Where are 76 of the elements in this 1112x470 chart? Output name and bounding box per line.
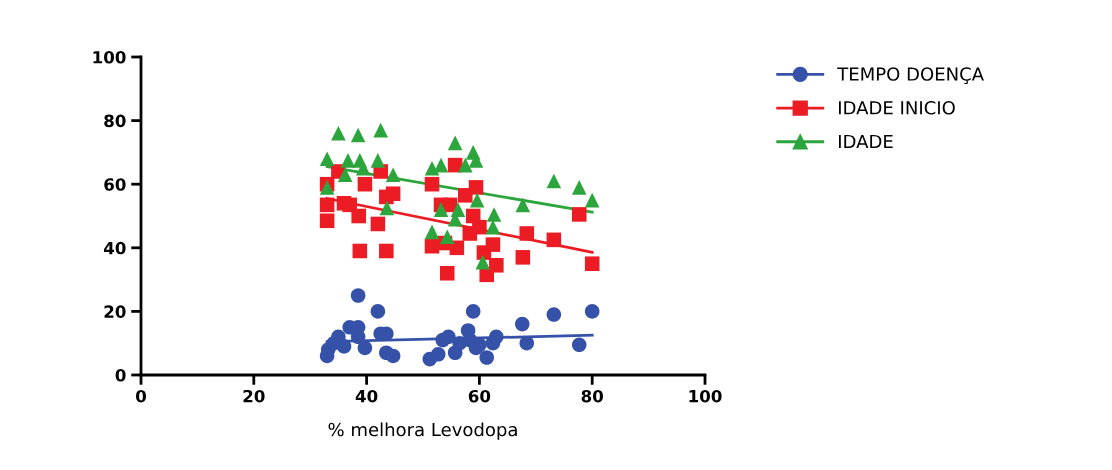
point [357, 176, 373, 192]
point [433, 202, 449, 217]
legend-label: IDADE [839, 134, 893, 149]
point [458, 157, 473, 173]
point [350, 288, 366, 303]
point [370, 216, 386, 232]
point [546, 232, 562, 248]
point [479, 350, 495, 365]
point [342, 197, 357, 213]
point [379, 243, 394, 259]
point [486, 207, 502, 222]
point [468, 180, 484, 195]
point [319, 213, 335, 229]
point [385, 167, 401, 182]
point [355, 161, 371, 176]
point [433, 157, 449, 173]
point [351, 208, 366, 224]
point [472, 219, 487, 235]
point [469, 192, 485, 208]
legend-label: TEMPO DOENÇA [837, 67, 984, 85]
x-tick-label: 80 [581, 389, 603, 403]
point [370, 304, 386, 319]
point [424, 224, 440, 240]
point [475, 254, 491, 270]
point [546, 307, 562, 322]
point [584, 304, 600, 319]
point [447, 135, 463, 151]
point [546, 173, 562, 189]
point [571, 207, 587, 222]
point [319, 197, 335, 213]
point [373, 122, 388, 138]
point [489, 258, 504, 273]
point [441, 329, 456, 345]
point [352, 243, 368, 259]
point [424, 161, 440, 176]
point [465, 304, 481, 319]
y-tick-label: 20 [104, 305, 126, 318]
point [337, 167, 353, 182]
point [385, 348, 401, 364]
point [385, 186, 401, 202]
point [430, 347, 446, 362]
y-tick-label: 40 [103, 241, 126, 255]
point [514, 316, 530, 332]
y-tick-label: 100 [93, 50, 126, 64]
x-tick-label: 0 [136, 389, 146, 403]
point [571, 180, 587, 195]
y-tick-label: 60 [104, 178, 126, 191]
point [319, 151, 335, 167]
point [340, 153, 356, 168]
point [439, 265, 455, 281]
point [439, 229, 455, 244]
point [584, 256, 600, 271]
point [336, 339, 352, 354]
point [319, 180, 335, 195]
point [357, 340, 373, 356]
x-axis-title: % melhora Levodopa [328, 422, 517, 440]
point [571, 337, 587, 353]
x-tick-label: 20 [243, 389, 265, 403]
point [424, 176, 440, 192]
point [584, 192, 600, 208]
point [515, 197, 531, 213]
point [485, 237, 501, 252]
point [379, 200, 395, 216]
x-tick-label: 60 [468, 389, 491, 403]
point [370, 153, 386, 168]
legend-label: IDADE INICIO [839, 100, 955, 115]
y-tick-label: 0 [115, 368, 126, 382]
x-tick-label: 40 [355, 389, 378, 403]
point [519, 226, 535, 241]
x-tick-label: 100 [689, 389, 722, 403]
point [485, 219, 501, 235]
y-tick-label: 80 [104, 114, 126, 128]
point [331, 126, 346, 141]
point [515, 250, 531, 265]
point [350, 127, 366, 143]
point [489, 329, 504, 345]
